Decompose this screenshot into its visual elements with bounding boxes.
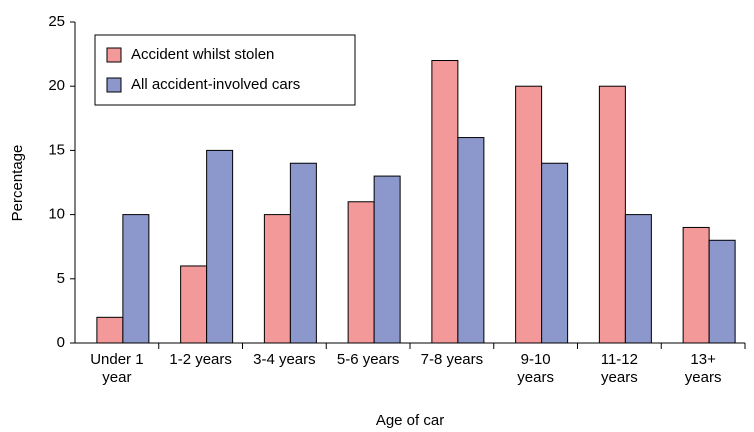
bar — [180, 265, 208, 344]
bar — [263, 214, 291, 344]
y-tick-label: 20 — [48, 77, 65, 94]
y-tick-label: 5 — [57, 270, 65, 287]
bar — [289, 162, 317, 344]
bar — [708, 239, 736, 344]
bar — [457, 137, 485, 344]
x-tick-label: 11-12 years — [600, 351, 638, 386]
bar — [122, 214, 150, 344]
x-tick-label: 1-2 years — [169, 351, 232, 368]
bar — [624, 214, 652, 344]
legend-label: Accident whilst stolen — [131, 46, 274, 63]
bar — [431, 60, 459, 344]
x-tick-label: 9-10 years — [517, 351, 554, 386]
bar — [541, 162, 569, 344]
bar — [682, 226, 710, 344]
bar — [96, 316, 124, 344]
x-tick-label: 3-4 years — [253, 351, 316, 368]
bar — [515, 85, 543, 344]
x-tick-label: Under 1 year — [90, 351, 144, 386]
x-tick-label: 5-6 years — [336, 351, 400, 368]
bar — [598, 85, 626, 344]
x-tick-label: 13+ years — [684, 351, 722, 386]
bar — [373, 175, 401, 344]
y-tick-label: 25 — [48, 13, 65, 30]
y-axis-label: Percentage — [9, 145, 26, 222]
y-tick-label: 0 — [57, 334, 65, 351]
legend-box — [94, 34, 356, 106]
bar — [347, 201, 375, 344]
x-axis-label: Age of car — [376, 412, 444, 429]
y-tick-label: 10 — [48, 206, 65, 223]
legend-swatch — [106, 47, 122, 63]
legend-label: All accident-involved cars — [131, 76, 300, 93]
bar — [206, 149, 234, 344]
legend-swatch — [106, 77, 122, 93]
y-tick-label: 15 — [48, 141, 65, 158]
x-tick-label: 7-8 years — [420, 351, 484, 368]
